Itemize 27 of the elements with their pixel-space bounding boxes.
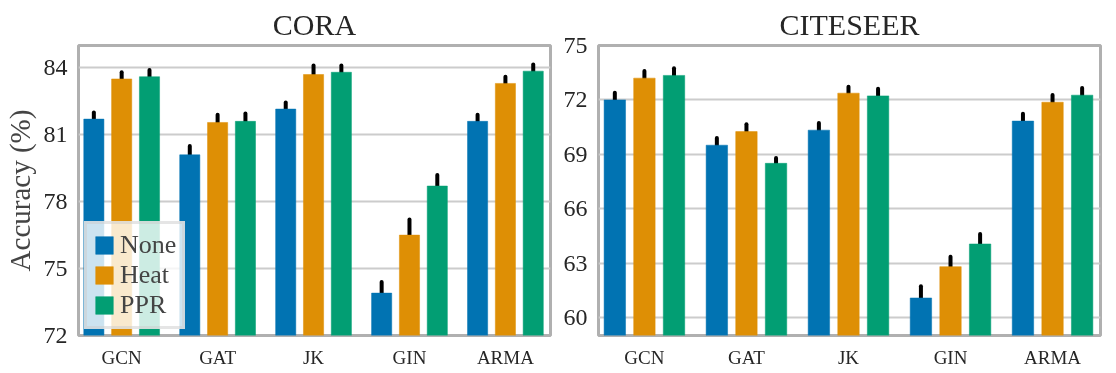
y-tick-label: 81: [43, 121, 68, 148]
legend-label: Heat: [120, 260, 170, 290]
x-tick-label: ARMA: [1024, 346, 1082, 368]
y-tick-label: 75: [563, 32, 588, 58]
x-tick-label: GAT: [727, 346, 766, 368]
x-tick-label: ARMA: [476, 346, 535, 368]
chart-title: CORA: [272, 7, 357, 41]
x-tick-label: GAT: [199, 346, 237, 368]
x-tick-label: GCN: [101, 346, 143, 368]
legend-label: None: [120, 230, 177, 260]
x-tick-label: GIN: [392, 346, 427, 368]
y-tick-label: 72: [563, 86, 588, 113]
y-tick-label: 66: [563, 195, 588, 222]
legend-label: PPR: [120, 290, 167, 320]
y-tick-label: 63: [563, 249, 588, 276]
y-tick-label: 75: [43, 255, 68, 282]
y-tick-label: 72: [43, 322, 68, 348]
x-tick-label: JK: [302, 346, 325, 368]
y-tick-label: 60: [563, 303, 588, 330]
y-tick-label: 69: [563, 140, 588, 167]
y-tick-label: 78: [43, 188, 68, 215]
x-tick-label: GIN: [933, 346, 968, 368]
chart-title: CITESEER: [779, 7, 920, 41]
x-tick-label: JK: [837, 346, 860, 368]
y-axis-title: Accuracy (%): [3, 109, 37, 272]
x-tick-label: GCN: [624, 346, 665, 368]
y-tick-label: 84: [43, 54, 68, 81]
